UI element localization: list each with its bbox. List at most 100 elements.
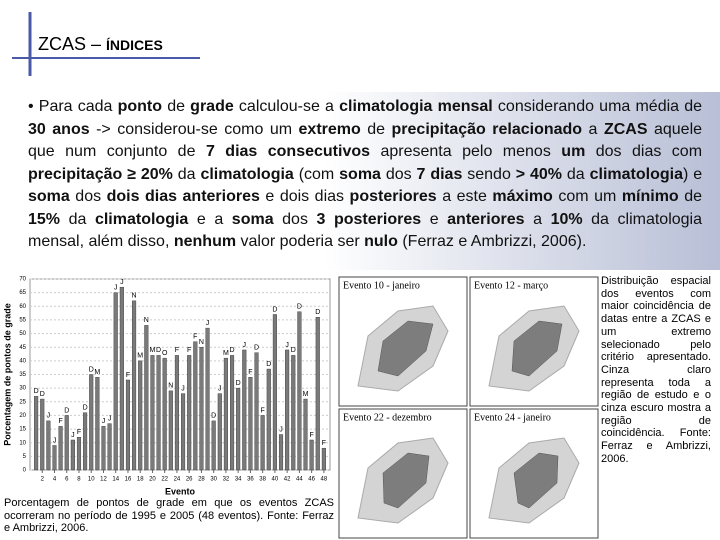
text-run: da (172, 165, 201, 183)
bar (266, 368, 271, 471)
x-tick-label: 24 (174, 477, 181, 483)
bar (125, 379, 130, 471)
bar-letter: F (77, 429, 81, 436)
bar-letter: J (279, 426, 283, 433)
x-tick-label: 40 (272, 477, 279, 483)
text-run: máximo (492, 188, 553, 205)
x-tick-label: 28 (198, 477, 205, 483)
bar-letter: D (297, 304, 302, 311)
y-tick-label: 65 (19, 290, 26, 296)
bar-letter: F (193, 334, 197, 341)
text-run: da (60, 210, 95, 228)
bar-letter: J (120, 279, 124, 286)
x-tick-label: 44 (296, 477, 303, 483)
text-run: 7 dias (416, 165, 463, 183)
text-run: de (162, 98, 191, 115)
maps: Evento 10 - janeiro Evento 12 - março Even… (338, 276, 599, 539)
bar-letter: J (53, 437, 57, 444)
y-tick-label: 40 (19, 358, 26, 364)
x-tick-label: 16 (125, 477, 132, 483)
text-run: e dois dias (259, 188, 350, 205)
bar-letter: D (64, 407, 69, 414)
text-run: climatologia mensal (339, 98, 493, 115)
x-axis-label: Evento (165, 486, 196, 496)
bar (119, 286, 124, 471)
text-run: nulo (364, 233, 398, 250)
bar (193, 341, 198, 471)
bar (76, 437, 82, 471)
x-tick-label: 34 (235, 477, 242, 483)
y-tick-label: 5 (23, 454, 27, 460)
bar-letter: D (230, 347, 235, 354)
bar (138, 360, 143, 471)
bar-letter: F (126, 372, 130, 379)
title-main: ZCAS – (38, 34, 102, 54)
text-run: 7 dias consecutivos (205, 143, 371, 160)
bar-letter: F (322, 440, 326, 447)
x-tick-label: 18 (137, 477, 144, 483)
bar (162, 357, 167, 471)
text-run: soma (231, 210, 274, 228)
bar (297, 311, 302, 471)
bar (309, 439, 314, 471)
bar-letter: J (47, 413, 51, 420)
text-run: > 40% (515, 165, 563, 183)
bar (83, 412, 88, 471)
text-run: valor poderia ser (236, 233, 365, 250)
bar (58, 426, 63, 471)
bar (95, 377, 100, 471)
text-run: dois dias anteriores (106, 188, 260, 205)
x-tick-label: 26 (186, 477, 193, 483)
text-run: precipitação relacionado (391, 120, 583, 138)
bar-letter: J (102, 418, 106, 425)
bar-letter: M (150, 347, 156, 354)
x-tick-label: 22 (161, 477, 168, 483)
x-tick-label: 42 (284, 477, 291, 483)
bar (230, 355, 235, 471)
title-sub: ÍNDICES (106, 37, 163, 53)
map-coincidence (382, 452, 430, 509)
text-run: da (562, 165, 590, 183)
map-caption: Distribuição espacial dos eventos com ma… (601, 275, 711, 465)
text-run: 15% (28, 210, 61, 228)
bar-letter: M (137, 353, 143, 360)
text-run: ZCAS (603, 120, 648, 138)
x-tick-label: 6 (65, 477, 69, 483)
map-title: Evento 24 - janeiro (474, 412, 551, 423)
bar-letter: D (291, 347, 296, 354)
bar (321, 447, 326, 471)
bar-letter: F (248, 369, 252, 376)
bar-letter: J (206, 320, 210, 327)
text-run: precipitação ≥ 20% (28, 165, 173, 183)
bar (46, 420, 51, 471)
text-run: posteriores (349, 188, 437, 205)
text-run: 30 anos (28, 120, 90, 138)
bar (89, 374, 94, 471)
bar (144, 325, 149, 471)
text-run: dos dias com (585, 143, 703, 160)
bar-letter: J (114, 284, 118, 291)
x-tick-label: 46 (308, 477, 315, 483)
bar-letter: D (236, 380, 241, 387)
bar-letter: M (223, 350, 229, 357)
text-run: soma (28, 188, 70, 205)
title: ZCAS – ÍNDICES (38, 34, 163, 55)
text-run: climatologia (94, 210, 189, 228)
text-run: e (421, 210, 448, 228)
bar (223, 357, 228, 471)
bar (242, 349, 247, 471)
text-run: mínimo (621, 188, 679, 205)
text-run: -> considerou-se como um (89, 120, 299, 138)
map-title: Evento 12 - março (474, 280, 548, 291)
text-run: a (524, 210, 551, 228)
bar-letter: D (211, 413, 216, 420)
x-tick-label: 48 (321, 477, 328, 483)
bar-letter: F (261, 407, 265, 414)
bar (291, 355, 296, 471)
y-tick-label: 30 (19, 386, 26, 392)
bar (211, 420, 216, 471)
bar (168, 390, 173, 471)
text-run: de (678, 188, 703, 205)
